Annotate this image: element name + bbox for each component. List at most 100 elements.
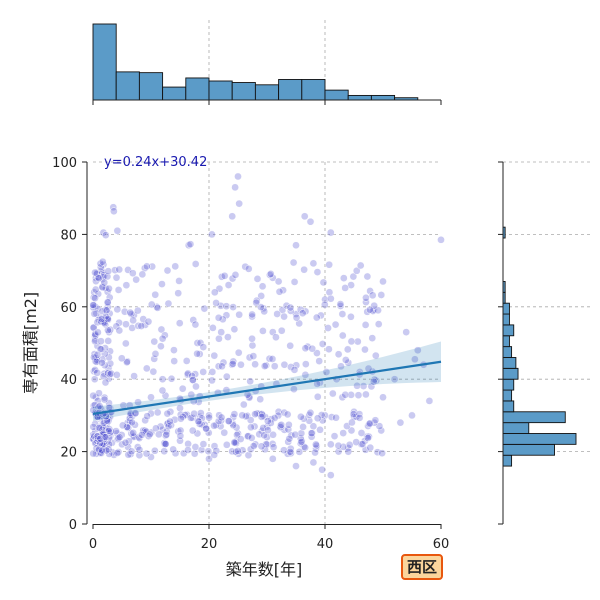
y-hist-bar bbox=[502, 400, 515, 413]
scatter-point bbox=[234, 172, 242, 181]
scatter-point bbox=[91, 294, 99, 302]
scatter-point bbox=[121, 339, 130, 348]
scatter-point bbox=[186, 240, 195, 249]
scatter-point bbox=[336, 302, 345, 310]
scatter-point bbox=[179, 449, 188, 458]
scatter-point bbox=[212, 299, 220, 307]
scatter-point bbox=[220, 271, 229, 280]
scatter-point bbox=[274, 277, 283, 286]
scatter-point bbox=[368, 334, 377, 342]
scatter-point bbox=[128, 324, 136, 332]
scatter-point bbox=[128, 269, 137, 278]
x-axis-label: 築年数[年] bbox=[226, 560, 303, 579]
scatter-point bbox=[113, 305, 122, 314]
x-hist-bar bbox=[370, 94, 396, 101]
scatter-point bbox=[309, 259, 318, 268]
scatter-point bbox=[322, 368, 331, 376]
scatter-point bbox=[230, 410, 239, 418]
scatter-point bbox=[93, 350, 102, 359]
scatter-point bbox=[97, 315, 106, 323]
scatter-point bbox=[208, 376, 216, 385]
scatter-point bbox=[325, 288, 334, 297]
scatter-point bbox=[188, 426, 197, 435]
scatter-point bbox=[278, 306, 287, 314]
scatter-point bbox=[190, 449, 199, 458]
scatter-point bbox=[396, 418, 405, 427]
regression-line bbox=[92, 360, 442, 415]
scatter-point bbox=[104, 337, 113, 345]
scatter-point bbox=[147, 393, 155, 402]
scatter-point bbox=[235, 310, 244, 319]
scatter-point bbox=[230, 325, 239, 334]
scatter-point bbox=[334, 447, 343, 456]
y-hist-bar bbox=[502, 389, 513, 402]
scatter-point bbox=[292, 313, 301, 322]
scatter-point bbox=[367, 382, 376, 391]
scatter-point bbox=[199, 440, 208, 448]
scatter-point bbox=[101, 312, 110, 321]
scatter-point bbox=[231, 448, 240, 456]
scatter-point bbox=[257, 442, 266, 451]
scatter-point bbox=[114, 448, 123, 456]
scatter-point bbox=[134, 398, 142, 407]
y-hist-bar bbox=[502, 313, 510, 326]
scatter-point bbox=[100, 319, 109, 327]
scatter-point bbox=[175, 277, 183, 285]
scatter-point bbox=[299, 423, 307, 431]
x-hist-bar bbox=[301, 79, 326, 101]
scatter-point bbox=[300, 212, 309, 221]
scatter-point bbox=[313, 414, 322, 423]
scatter-point bbox=[268, 355, 277, 363]
scatter-point bbox=[204, 447, 213, 456]
scatter-point bbox=[224, 417, 233, 425]
scatter-point bbox=[231, 271, 240, 279]
scatter-point bbox=[98, 283, 107, 292]
scatter-point bbox=[101, 284, 110, 293]
scatter-point bbox=[317, 411, 326, 419]
scatter-point bbox=[352, 266, 361, 275]
scatter-point bbox=[138, 270, 147, 279]
scatter-point bbox=[364, 434, 372, 442]
scatter-point bbox=[158, 280, 166, 288]
scatter-point bbox=[139, 426, 148, 435]
scatter-point bbox=[117, 354, 126, 363]
scatter-point bbox=[312, 444, 320, 453]
scatter-point bbox=[341, 284, 349, 292]
scatter-point bbox=[360, 437, 369, 445]
scatter-point bbox=[115, 265, 124, 274]
scatter-point bbox=[137, 322, 146, 330]
scatter-point bbox=[359, 382, 368, 390]
scatter-point bbox=[158, 334, 167, 343]
scatter-point bbox=[349, 272, 358, 281]
scatter-point bbox=[195, 420, 204, 428]
scatter-point bbox=[96, 439, 104, 447]
scatter-point bbox=[164, 299, 173, 308]
scatter-point bbox=[150, 337, 159, 346]
regression-equation: y=0.24x+30.42 bbox=[104, 155, 207, 170]
scatter-point bbox=[222, 372, 231, 381]
scatter-point bbox=[325, 345, 333, 354]
scatter-point bbox=[235, 199, 244, 208]
scatter-point bbox=[163, 409, 172, 418]
scatter-point bbox=[100, 393, 109, 402]
scatter-point bbox=[147, 409, 155, 418]
scatter-point bbox=[174, 427, 183, 436]
scatter-point bbox=[162, 430, 171, 439]
scatter-point bbox=[143, 412, 152, 421]
x-hist-bar bbox=[138, 72, 164, 101]
scatter-point bbox=[134, 306, 142, 315]
scatter-point bbox=[231, 183, 239, 192]
scatter-point bbox=[316, 425, 324, 434]
scatter-point bbox=[193, 429, 202, 438]
scatter-point bbox=[363, 272, 372, 281]
scatter-point bbox=[202, 424, 210, 433]
scatter-point bbox=[326, 440, 335, 449]
scatter-point bbox=[154, 430, 163, 439]
scatter-point bbox=[437, 235, 445, 244]
scatter-point bbox=[142, 449, 151, 458]
y-tick-label: 100 bbox=[52, 156, 77, 171]
scatter-point bbox=[325, 260, 334, 269]
y-tick-label: 0 bbox=[69, 518, 77, 533]
scatter-point bbox=[199, 368, 208, 376]
scatter-point bbox=[91, 268, 99, 277]
